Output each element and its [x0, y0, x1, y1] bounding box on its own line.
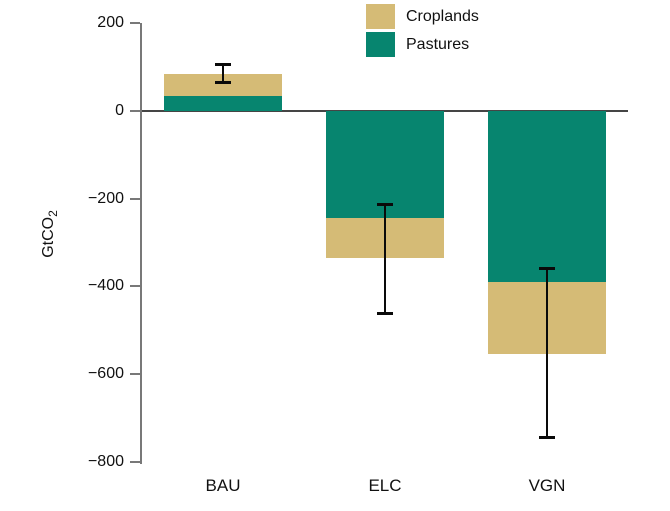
bar-segment-croplands-bau	[164, 73, 282, 97]
y-tick-label: −400	[87, 277, 124, 295]
error-bar-cap-top	[539, 266, 555, 270]
x-axis-label-elc: ELC	[368, 476, 402, 495]
y-tick-label: −800	[87, 453, 124, 470]
bar-segment-pastures-vgn	[488, 110, 606, 282]
bar-segment-pastures-bau	[164, 96, 282, 111]
y-axis-title-subscript: 2	[46, 210, 60, 217]
y-tick-label: −200	[87, 189, 124, 207]
y-tick	[130, 109, 140, 112]
error-bar-cap-top	[215, 62, 231, 66]
legend-label-pastures: Pastures	[406, 35, 470, 53]
error-bar-bau	[222, 63, 224, 83]
legend: Croplands Pastures	[366, 4, 479, 60]
error-bar-cap-top	[377, 203, 393, 207]
y-tick-label: 0	[115, 101, 124, 119]
legend-item-pastures: Pastures	[366, 32, 479, 57]
y-axis	[140, 23, 142, 464]
y-axis-title: GtCO2	[40, 210, 60, 258]
legend-swatch-croplands	[366, 4, 395, 29]
error-bar-vgn	[546, 267, 548, 439]
error-bar-elc	[384, 204, 386, 314]
x-axis-label-bau: BAU	[205, 476, 241, 495]
legend-item-croplands: Croplands	[366, 4, 479, 29]
legend-label-croplands: Croplands	[406, 7, 479, 25]
x-axis-label-vgn: VGN	[528, 476, 566, 495]
y-axis-title-text: GtCO	[40, 216, 57, 258]
error-bar-cap-bottom	[539, 436, 555, 440]
legend-swatch-pastures	[366, 32, 395, 57]
y-tick	[130, 22, 140, 24]
error-bar-cap-bottom	[215, 80, 231, 84]
y-tick-label: −600	[87, 365, 124, 383]
error-bar-cap-bottom	[377, 311, 393, 315]
y-tick	[130, 197, 140, 200]
bar-segment-pastures-elc	[326, 110, 444, 219]
y-tick-label: 200	[97, 14, 124, 31]
y-tick	[130, 461, 140, 463]
y-tick	[130, 285, 140, 288]
y-tick	[130, 373, 140, 376]
